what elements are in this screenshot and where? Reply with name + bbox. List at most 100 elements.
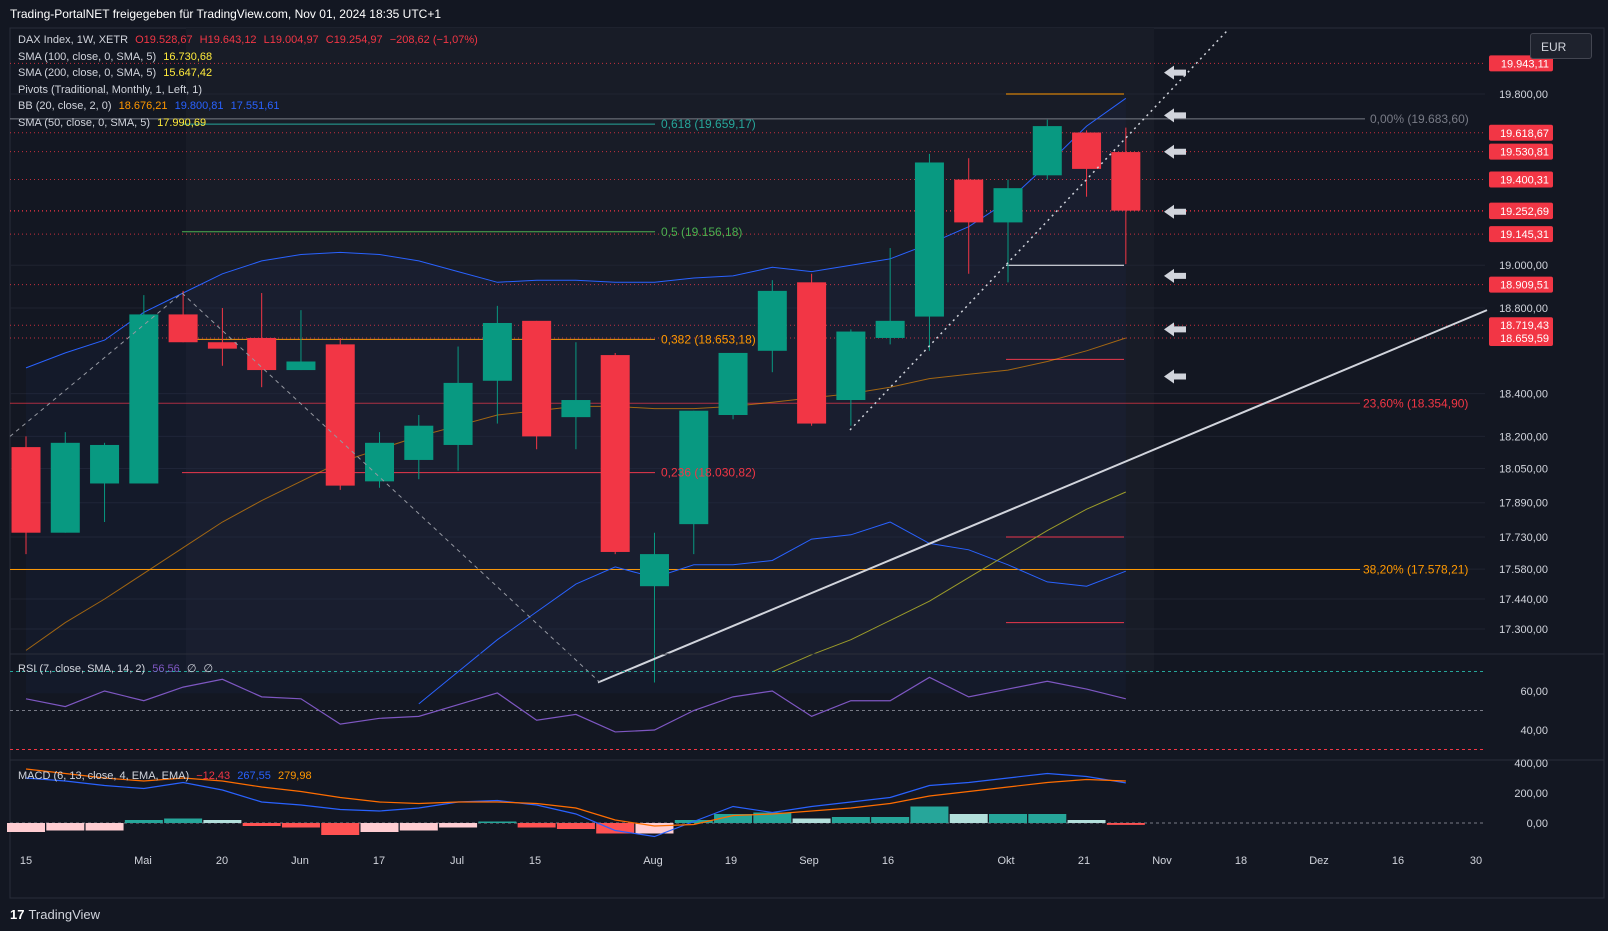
price-tick-label: 18.200,00 <box>1499 431 1548 443</box>
candle-body <box>561 400 591 418</box>
share-caption-bar: Trading-PortalNET freigegeben für Tradin… <box>0 0 1608 26</box>
price-badge <box>1489 143 1553 160</box>
candles <box>11 119 1141 683</box>
candle-body <box>954 179 984 223</box>
time-tick-label: 18 <box>1235 855 1247 867</box>
currency-button[interactable]: EUR <box>1530 33 1592 59</box>
price-badge-label: 18.909,51 <box>1500 280 1549 292</box>
macd-histogram-bar <box>1106 823 1145 825</box>
drawings[interactable] <box>9 29 1488 684</box>
time-tick-label: 16 <box>1392 855 1404 867</box>
macd-histogram-bar <box>635 823 674 834</box>
footer-bar: 17 TradingView <box>0 899 1608 931</box>
candle-body <box>168 314 198 343</box>
legend-rsi-label: RSI (7, close, SMA, 14, 2) <box>18 663 146 675</box>
legend-bb-lower: 17.551,61 <box>230 100 280 112</box>
time-tick-label: Nov <box>1152 855 1172 867</box>
macd-histogram-bar <box>556 823 595 829</box>
fib-annotations: 0,618 (19.659,17) 0,5 (19.156,18) 0,382 (1… <box>661 112 1469 577</box>
macd-histogram-bar <box>753 812 792 823</box>
arrow-markers <box>1164 65 1186 384</box>
time-tick-label: Jul <box>450 855 464 867</box>
macd-histogram-bar <box>831 817 870 823</box>
price-badge <box>1489 124 1553 141</box>
legend-sma50-value: 17.990,69 <box>157 117 207 129</box>
candle-body <box>443 382 473 445</box>
legend-pivots-label: Pivots (Traditional, Monthly, 1, Left, 1… <box>18 84 203 96</box>
tradingview-logo[interactable]: 17 TradingView <box>10 907 100 922</box>
legend-macd: MACD (6, 13, close, 4, EMA, EMA) −12,43 … <box>18 770 316 782</box>
candle-body <box>522 320 552 437</box>
price-badge <box>1489 55 1553 72</box>
left-arrow-icon <box>1164 204 1186 219</box>
macd-histogram-bar <box>596 823 635 834</box>
macd-tick-label: 200,00 <box>1514 788 1548 800</box>
time-tick-label: 20 <box>216 855 228 867</box>
price-badge <box>1489 226 1553 243</box>
macd-histogram-bar <box>792 818 831 823</box>
time-tick-label: 30 <box>1470 855 1482 867</box>
macd-histogram-bar <box>517 823 556 828</box>
legend-rsi: RSI (7, close, SMA, 14, 2) 56,56 ∅ ∅ <box>18 662 217 675</box>
time-tick-label: 19 <box>725 855 737 867</box>
rsi-pane: 60,00 40,00 <box>10 653 1604 761</box>
legend-symbol: DAX Index, 1W, XETR <box>18 34 129 46</box>
macd-histogram-bar <box>7 823 45 832</box>
fib-label-fib236: 0,236 (18.030,82) <box>661 466 756 480</box>
tv-brand: TradingView <box>28 907 101 922</box>
price-tick-label: 18.050,00 <box>1499 464 1548 476</box>
macd-histogram-bar <box>1028 814 1067 823</box>
price-badge <box>1489 317 1553 334</box>
macd-histogram-bar <box>439 823 478 828</box>
legend-rsi-v3: ∅ <box>203 663 214 675</box>
macd-histogram-bar <box>478 821 517 823</box>
candle-body <box>914 162 944 317</box>
time-tick-label: 21 <box>1078 855 1090 867</box>
left-arrow-icon <box>1164 144 1186 159</box>
fib-leg-1 <box>9 292 183 437</box>
fib-label-ret0: 0,00% (19.683,60) <box>1370 112 1469 126</box>
price-chart[interactable]: 0,618 (19.659,17) 0,5 (19.156,18) 0,382 (1… <box>0 26 1608 899</box>
legend-pivots: Pivots (Traditional, Monthly, 1, Left, 1… <box>18 84 206 96</box>
candle-body <box>1072 132 1102 169</box>
legend-rsi-value: 56,56 <box>152 663 180 675</box>
trendline-dotted <box>849 29 1229 431</box>
legend-sma100: SMA (100, close, 0, SMA, 5) 16.730,68 <box>18 51 216 63</box>
candle-body <box>639 554 669 587</box>
legend-macd-hist: −12,43 <box>196 770 231 782</box>
price-badge <box>1489 203 1553 220</box>
candle-body <box>993 188 1023 223</box>
time-tick-label: 15 <box>529 855 541 867</box>
legend-sma50-label: SMA (50, close, 0, SMA, 5) <box>18 117 151 129</box>
macd-line <box>25 772 1126 838</box>
price-axis: 19.800,00 19.000,00 18.800,00 18.400,00 18.2… <box>1489 55 1553 636</box>
trendline-support <box>597 309 1488 684</box>
legend-macd-signal: 279,98 <box>277 770 312 782</box>
price-tick-label: 19.000,00 <box>1499 260 1548 272</box>
legend-sma200: SMA (200, close, 0, SMA, 5) 15.647,42 <box>18 67 216 79</box>
tv-logo-icon: 17 <box>10 907 25 922</box>
macd-pane: 400,00 200,00 0,00 <box>7 758 1548 838</box>
legend-macd-label: MACD (6, 13, close, 4, EMA, EMA) <box>18 770 190 782</box>
time-tick-label: 16 <box>882 855 894 867</box>
fib-label-fib382: 0,382 (18.653,18) <box>661 332 756 346</box>
candle-body <box>90 444 120 484</box>
macd-histogram-bar <box>321 823 360 835</box>
candle-body <box>482 322 512 381</box>
bb-lower-line <box>418 521 1126 705</box>
rsi-line <box>25 676 1126 733</box>
candle-body <box>679 410 709 525</box>
legend-bb: BB (20, close, 2, 0) 18.676,21 19.800,81… <box>18 100 284 112</box>
price-badge-label: 18.659,59 <box>1500 333 1549 345</box>
candle-body <box>875 320 905 338</box>
fib-label-fib618: 0,618 (19.659,17) <box>661 117 756 131</box>
macd-histogram-bar <box>360 823 399 832</box>
candle-body <box>718 352 748 415</box>
price-badge-label: 19.252,69 <box>1500 206 1549 218</box>
sma100-line <box>772 491 1127 673</box>
left-arrow-icon <box>1164 322 1186 337</box>
left-arrow-icon <box>1164 268 1186 283</box>
price-badge <box>1489 330 1553 347</box>
price-tick-label: 18.400,00 <box>1499 389 1548 401</box>
legend-bb-label: BB (20, close, 2, 0) <box>18 100 112 112</box>
